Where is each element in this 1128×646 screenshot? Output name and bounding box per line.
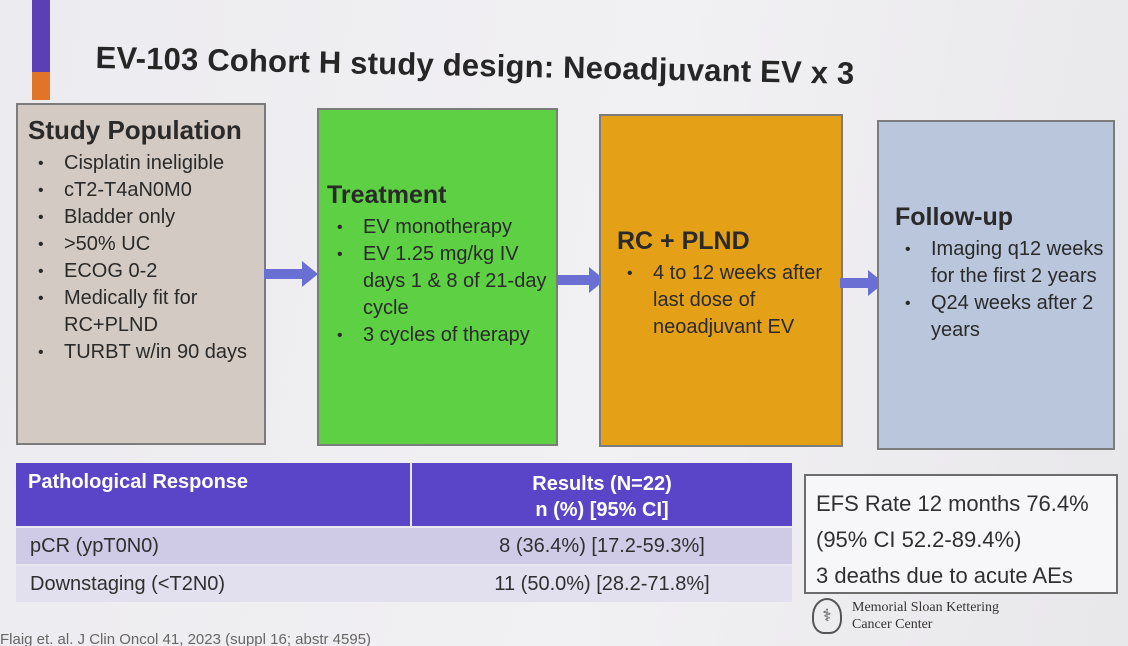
table-cell-value: 8 (36.4%) [17.2-59.3%] [499, 534, 705, 557]
treatment-item: 3 cycles of therapy [327, 322, 548, 349]
efs-line: 3 deaths due to acute AEs [816, 563, 1073, 588]
table-cell-value: 11 (50.0%) [28.2-71.8%] [494, 572, 710, 595]
follow-up-item: Imaging q12 weeks for the first 2 years [895, 236, 1105, 290]
mskcc-logo: ⚕ Memorial Sloan Kettering Cancer Center [812, 598, 999, 634]
study-population-item: Cisplatin ineligible [28, 150, 254, 177]
table-row: Downstaging (<T2N0) 11 (50.0%) [28.2-71.… [16, 564, 792, 602]
rc-plnd-item: 4 to 12 weeks after last dose of neoadju… [617, 260, 833, 341]
treatment-item: EV 1.25 mg/kg IV days 1 & 8 of 21-day cy… [327, 241, 548, 322]
table-cell-label: pCR (ypT0N0) [30, 534, 159, 557]
logo-text-line2: Cancer Center [852, 617, 933, 632]
logo-text: Memorial Sloan Kettering Cancer Center [852, 599, 999, 633]
study-population-item: TURBT w/in 90 days [28, 339, 254, 366]
table-header: Pathological Response Results (N=22) n (… [16, 463, 792, 526]
treatment-box: Treatment EV monotherapy EV 1.25 mg/kg I… [317, 108, 558, 446]
efs-line: EFS Rate 12 months 76.4% [816, 491, 1089, 516]
study-population-item: ECOG 0-2 [28, 258, 254, 285]
rc-plnd-box: RC + PLND 4 to 12 weeks after last dose … [599, 114, 843, 447]
arrow-right-icon [264, 261, 318, 287]
study-population-item: >50% UC [28, 231, 254, 258]
accent-bar-purple [32, 0, 50, 72]
table-row: pCR (ypT0N0) 8 (36.4%) [17.2-59.3%] [16, 526, 792, 564]
table-header-response: Pathological Response [16, 463, 412, 526]
citation: Flaig et. al. J Clin Oncol 41, 2023 (sup… [0, 631, 372, 646]
logo-text-line1: Memorial Sloan Kettering [852, 600, 999, 615]
treatment-item: EV monotherapy [327, 214, 548, 241]
study-population-item: Medically fit for RC+PLND [28, 285, 254, 339]
study-population-heading: Study Population [28, 115, 242, 145]
slide-title: EV-103 Cohort H study design: Neoadjuvan… [95, 40, 855, 91]
accent-bar-orange [32, 72, 50, 100]
table-cell-label: Downstaging (<T2N0) [30, 572, 226, 595]
table-header-results-line1: Results (N=22) [532, 473, 672, 495]
table-header-results-line2: n (%) [95% CI] [535, 499, 669, 521]
study-population-item: cT2-T4aN0M0 [28, 177, 254, 204]
study-population-box: Study Population Cisplatin ineligible cT… [16, 103, 266, 445]
pathological-response-table: Pathological Response Results (N=22) n (… [16, 463, 792, 602]
table-header-results: Results (N=22) n (%) [95% CI] [412, 463, 792, 526]
follow-up-heading: Follow-up [895, 203, 1014, 231]
efs-summary-box: EFS Rate 12 months 76.4% (95% CI 52.2-89… [804, 474, 1118, 594]
follow-up-item: Q24 weeks after 2 years [895, 290, 1105, 344]
rc-plnd-heading: RC + PLND [617, 227, 750, 255]
mskcc-shield-icon: ⚕ [812, 598, 842, 634]
follow-up-box: Follow-up Imaging q12 weeks for the firs… [877, 120, 1115, 450]
arrow-right-icon [557, 267, 605, 293]
treatment-heading: Treatment [327, 181, 447, 209]
efs-line: (95% CI 52.2-89.4%) [816, 527, 1022, 552]
arrow-right-icon [840, 270, 884, 296]
study-population-item: Bladder only [28, 204, 254, 231]
